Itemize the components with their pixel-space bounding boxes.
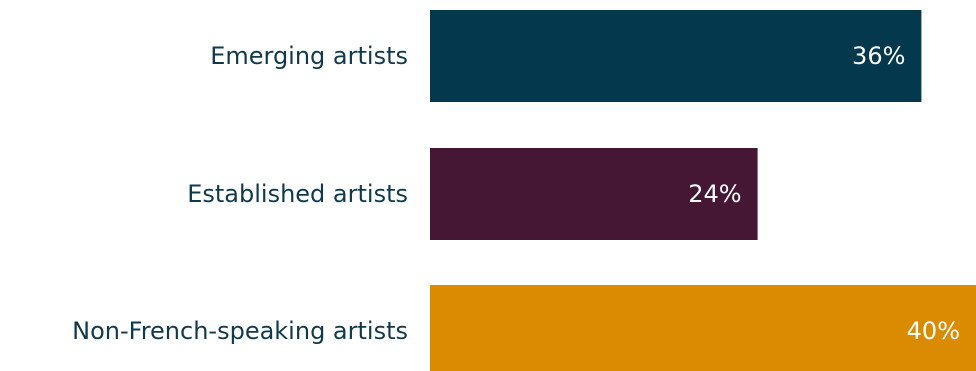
value-labels-group: 36% 24% 40% <box>688 42 960 345</box>
bar-1 <box>430 148 758 240</box>
value-label: 40% <box>907 317 960 345</box>
bar-0 <box>430 10 922 102</box>
value-label: 24% <box>688 180 741 208</box>
value-label: 36% <box>852 42 905 70</box>
category-label: Non-French-speaking artists <box>72 317 408 345</box>
category-labels-group: Emerging artists Established artists Non-F… <box>72 42 408 345</box>
category-label: Established artists <box>187 180 408 208</box>
bar-2 <box>430 285 976 371</box>
bars-group <box>430 10 976 371</box>
category-label: Emerging artists <box>210 42 408 70</box>
